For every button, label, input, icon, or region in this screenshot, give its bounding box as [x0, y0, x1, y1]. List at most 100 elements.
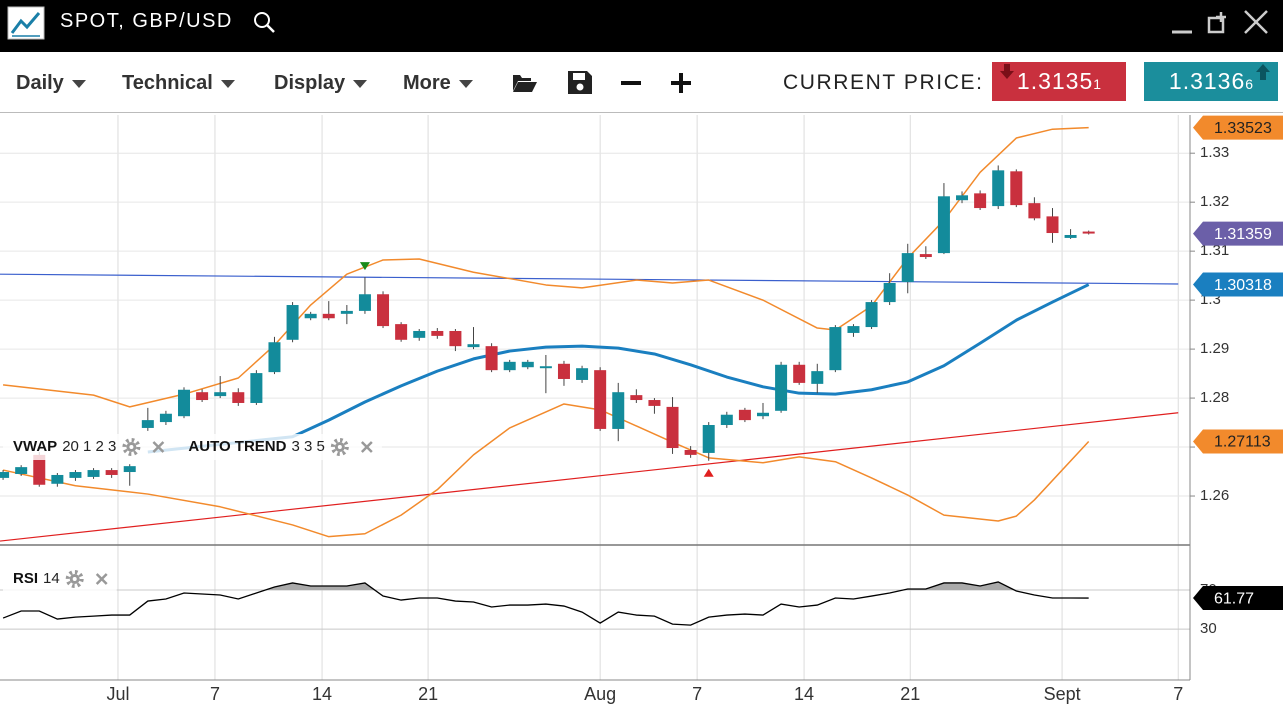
gear-hole [337, 445, 342, 449]
gear-teeth [122, 438, 141, 456]
candle-body [69, 472, 82, 478]
value-tag-text: 1.33523 [1214, 120, 1272, 137]
indicator-line [2, 126, 1089, 408]
instrument-title: SPOT, GBP/USD [60, 10, 233, 32]
candle-body [33, 454, 46, 485]
candle-body [666, 406, 679, 449]
candle-body [268, 342, 281, 373]
menu-display[interactable]: Display [274, 72, 367, 95]
rsi-label-settings[interactable] [65, 570, 84, 588]
bid-price-box[interactable]: 1.31351 [992, 62, 1126, 101]
y-tick-label: 1.32 [1200, 193, 1229, 210]
candle-body [594, 370, 607, 429]
candle-body [214, 392, 227, 397]
y-tick-label: 1.28 [1200, 389, 1229, 406]
candle-body [322, 313, 335, 319]
zoom-in-button[interactable] [669, 71, 693, 95]
trend-line [0, 273, 1179, 285]
x-tick-label: 14 [312, 684, 332, 704]
candle-body [87, 470, 100, 477]
candle-body [123, 466, 136, 473]
candle-body [883, 282, 896, 303]
ask-price: 1.3136 [1168, 68, 1246, 94]
candle-body [51, 474, 64, 484]
x-tick-label: 14 [794, 684, 814, 704]
cross-stroke [152, 441, 165, 453]
x-tick-label: Jul [106, 684, 129, 704]
bid-arrow [1000, 64, 1014, 79]
indicator-label-bg [3, 566, 117, 592]
ask-pip: 6 [1245, 76, 1254, 92]
candle-body [178, 389, 191, 417]
x-tick-label: 21 [900, 684, 920, 704]
candle-body [1010, 171, 1023, 206]
candle-body [377, 294, 390, 327]
rsi-tag-text: 61.77 [1214, 590, 1254, 607]
candle-body [630, 395, 643, 401]
signal-marker [703, 468, 714, 477]
cross-stroke [360, 441, 373, 453]
indicator-label-settings[interactable] [122, 438, 141, 456]
rsi-label-remove[interactable] [95, 573, 108, 585]
cross-stroke [95, 573, 108, 585]
search-icon[interactable] [252, 10, 278, 36]
value-tag [1193, 429, 1283, 454]
menu-daily[interactable]: Daily [16, 72, 86, 95]
candle-body [449, 330, 462, 347]
candle-body [1028, 203, 1041, 219]
restore-button[interactable] [1206, 8, 1234, 38]
candle-body [141, 420, 154, 428]
zoom-out-button[interactable] [619, 71, 643, 95]
candle-body [304, 313, 317, 319]
candle-body [775, 364, 788, 411]
candle-body [340, 310, 353, 314]
minimize-button[interactable] [1170, 8, 1194, 38]
x-tick-label: Aug [584, 684, 616, 704]
candle-body [684, 449, 697, 455]
candle-body [539, 366, 552, 369]
candle-body [557, 363, 570, 379]
candle-body [521, 361, 534, 368]
x-tick-label: 21 [418, 684, 438, 704]
candle-body [956, 195, 969, 201]
candle-body [431, 330, 444, 336]
indicator-label-params: 3 3 5 [291, 438, 324, 455]
y-tick-label: 1.31 [1200, 242, 1229, 259]
candle-body [105, 470, 118, 475]
rsi-tag [1193, 586, 1283, 611]
current-price-label: CURRENT PRICE: [783, 71, 984, 94]
candle-body [413, 330, 426, 338]
y-tick-label: 1.29 [1200, 340, 1229, 357]
candle-body [358, 294, 371, 311]
y-tick-label: 1.26 [1200, 487, 1229, 504]
candle-body [395, 324, 408, 340]
rsi-label-name: RSI [13, 570, 38, 587]
open-icon[interactable] [511, 71, 539, 95]
x-tick-label: 7 [210, 684, 220, 704]
bid-price: 1.3135 [1016, 68, 1094, 94]
candle-body [702, 425, 715, 453]
indicator-label-settings[interactable] [330, 438, 349, 456]
menu-more[interactable]: More [403, 72, 473, 95]
indicator-label-params: 20 1 2 3 [62, 438, 116, 455]
close-button[interactable] [1242, 8, 1272, 38]
indicator-label-remove[interactable] [360, 441, 373, 453]
trend-line [0, 412, 1179, 542]
candle-body [612, 392, 625, 429]
candle-body [720, 414, 733, 426]
gear-hole [72, 577, 77, 581]
indicator-label-remove[interactable] [152, 441, 165, 453]
candle-body [992, 170, 1005, 207]
candle-body [756, 412, 769, 417]
ask-price-box[interactable]: 1.31366 [1144, 62, 1278, 101]
save-icon[interactable] [566, 69, 594, 95]
signal-marker [359, 262, 370, 271]
menu-technical[interactable]: Technical [122, 72, 235, 95]
candle-body [196, 392, 209, 401]
x-tick-label: 7 [1173, 684, 1183, 704]
app-logo [7, 6, 45, 40]
value-tag [1193, 115, 1283, 140]
candle-body [847, 326, 860, 333]
